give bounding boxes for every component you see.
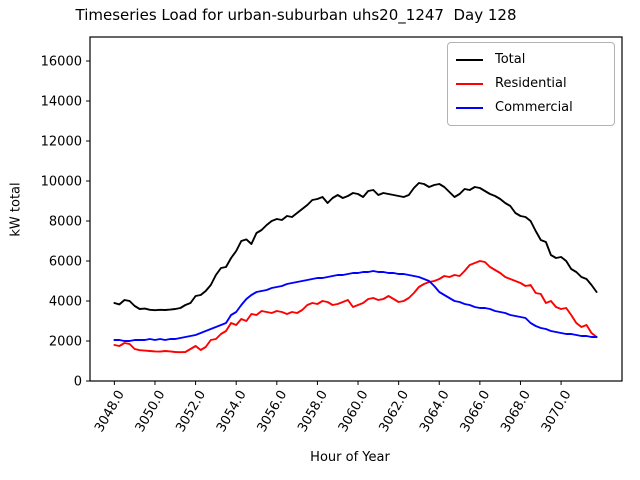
legend-line-commercial xyxy=(456,107,483,109)
x-tick-label: 3058.0 xyxy=(295,388,331,435)
y-tick-label: 16000 xyxy=(41,55,82,70)
axes-frame xyxy=(89,36,623,382)
legend-item-residential: Residential xyxy=(456,72,606,96)
y-tick-label: 4000 xyxy=(49,295,82,310)
x-tick-label: 3056.0 xyxy=(255,388,291,435)
y-tick-label: 6000 xyxy=(49,255,82,270)
x-tick-label: 3066.0 xyxy=(458,388,494,435)
legend: Total Residential Commercial xyxy=(447,42,615,126)
legend-line-residential xyxy=(456,83,483,85)
legend-label-residential: Residential xyxy=(495,76,567,91)
x-tick-label: 3050.0 xyxy=(133,388,169,435)
x-tick-label: 3062.0 xyxy=(376,388,412,435)
legend-label-total: Total xyxy=(495,52,526,67)
x-tick-label: 3052.0 xyxy=(173,388,209,435)
x-tick-label: 3064.0 xyxy=(417,388,453,435)
legend-line-total xyxy=(456,59,483,61)
y-tick-label: 12000 xyxy=(41,135,82,150)
x-tick-label: 3068.0 xyxy=(498,388,534,435)
series-line-commercial xyxy=(113,270,598,342)
chart-title: Timeseries Load for urban-suburban uhs20… xyxy=(75,6,517,24)
y-tick-label: 8000 xyxy=(49,215,82,230)
series-line-residential xyxy=(113,260,598,354)
y-tick-label: 14000 xyxy=(41,95,82,110)
x-tick-label: 3048.0 xyxy=(92,388,128,435)
y-tick-label: 0 xyxy=(74,375,82,390)
x-tick-label: 3070.0 xyxy=(539,388,575,435)
legend-label-commercial: Commercial xyxy=(495,100,573,115)
x-axis-label: Hour of Year xyxy=(310,450,390,465)
series-line-total xyxy=(113,182,598,312)
y-tick-label: 2000 xyxy=(49,335,82,350)
y-tick-label: 10000 xyxy=(41,175,82,190)
legend-item-commercial: Commercial xyxy=(456,96,606,120)
x-tick-label: 3054.0 xyxy=(214,388,250,435)
x-tick-label: 3060.0 xyxy=(336,388,372,435)
legend-item-total: Total xyxy=(456,48,606,72)
